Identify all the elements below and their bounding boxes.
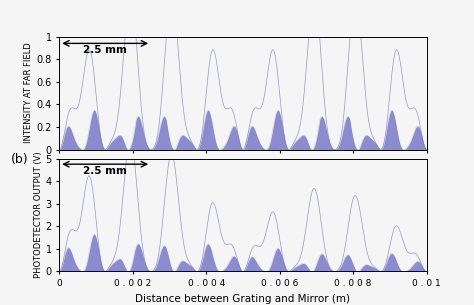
X-axis label: Distance between Grating and Mirror (m): Distance between Grating and Mirror (m) bbox=[136, 294, 350, 304]
Y-axis label: PHOTODETECTOR OUTPUT (V): PHOTODETECTOR OUTPUT (V) bbox=[34, 152, 43, 278]
Y-axis label: INTENSITY AT FAR FIELD: INTENSITY AT FAR FIELD bbox=[25, 43, 34, 143]
Text: 2.5 mm: 2.5 mm bbox=[83, 45, 127, 55]
Text: (b): (b) bbox=[10, 153, 28, 166]
Text: 2.5 mm: 2.5 mm bbox=[83, 167, 127, 177]
